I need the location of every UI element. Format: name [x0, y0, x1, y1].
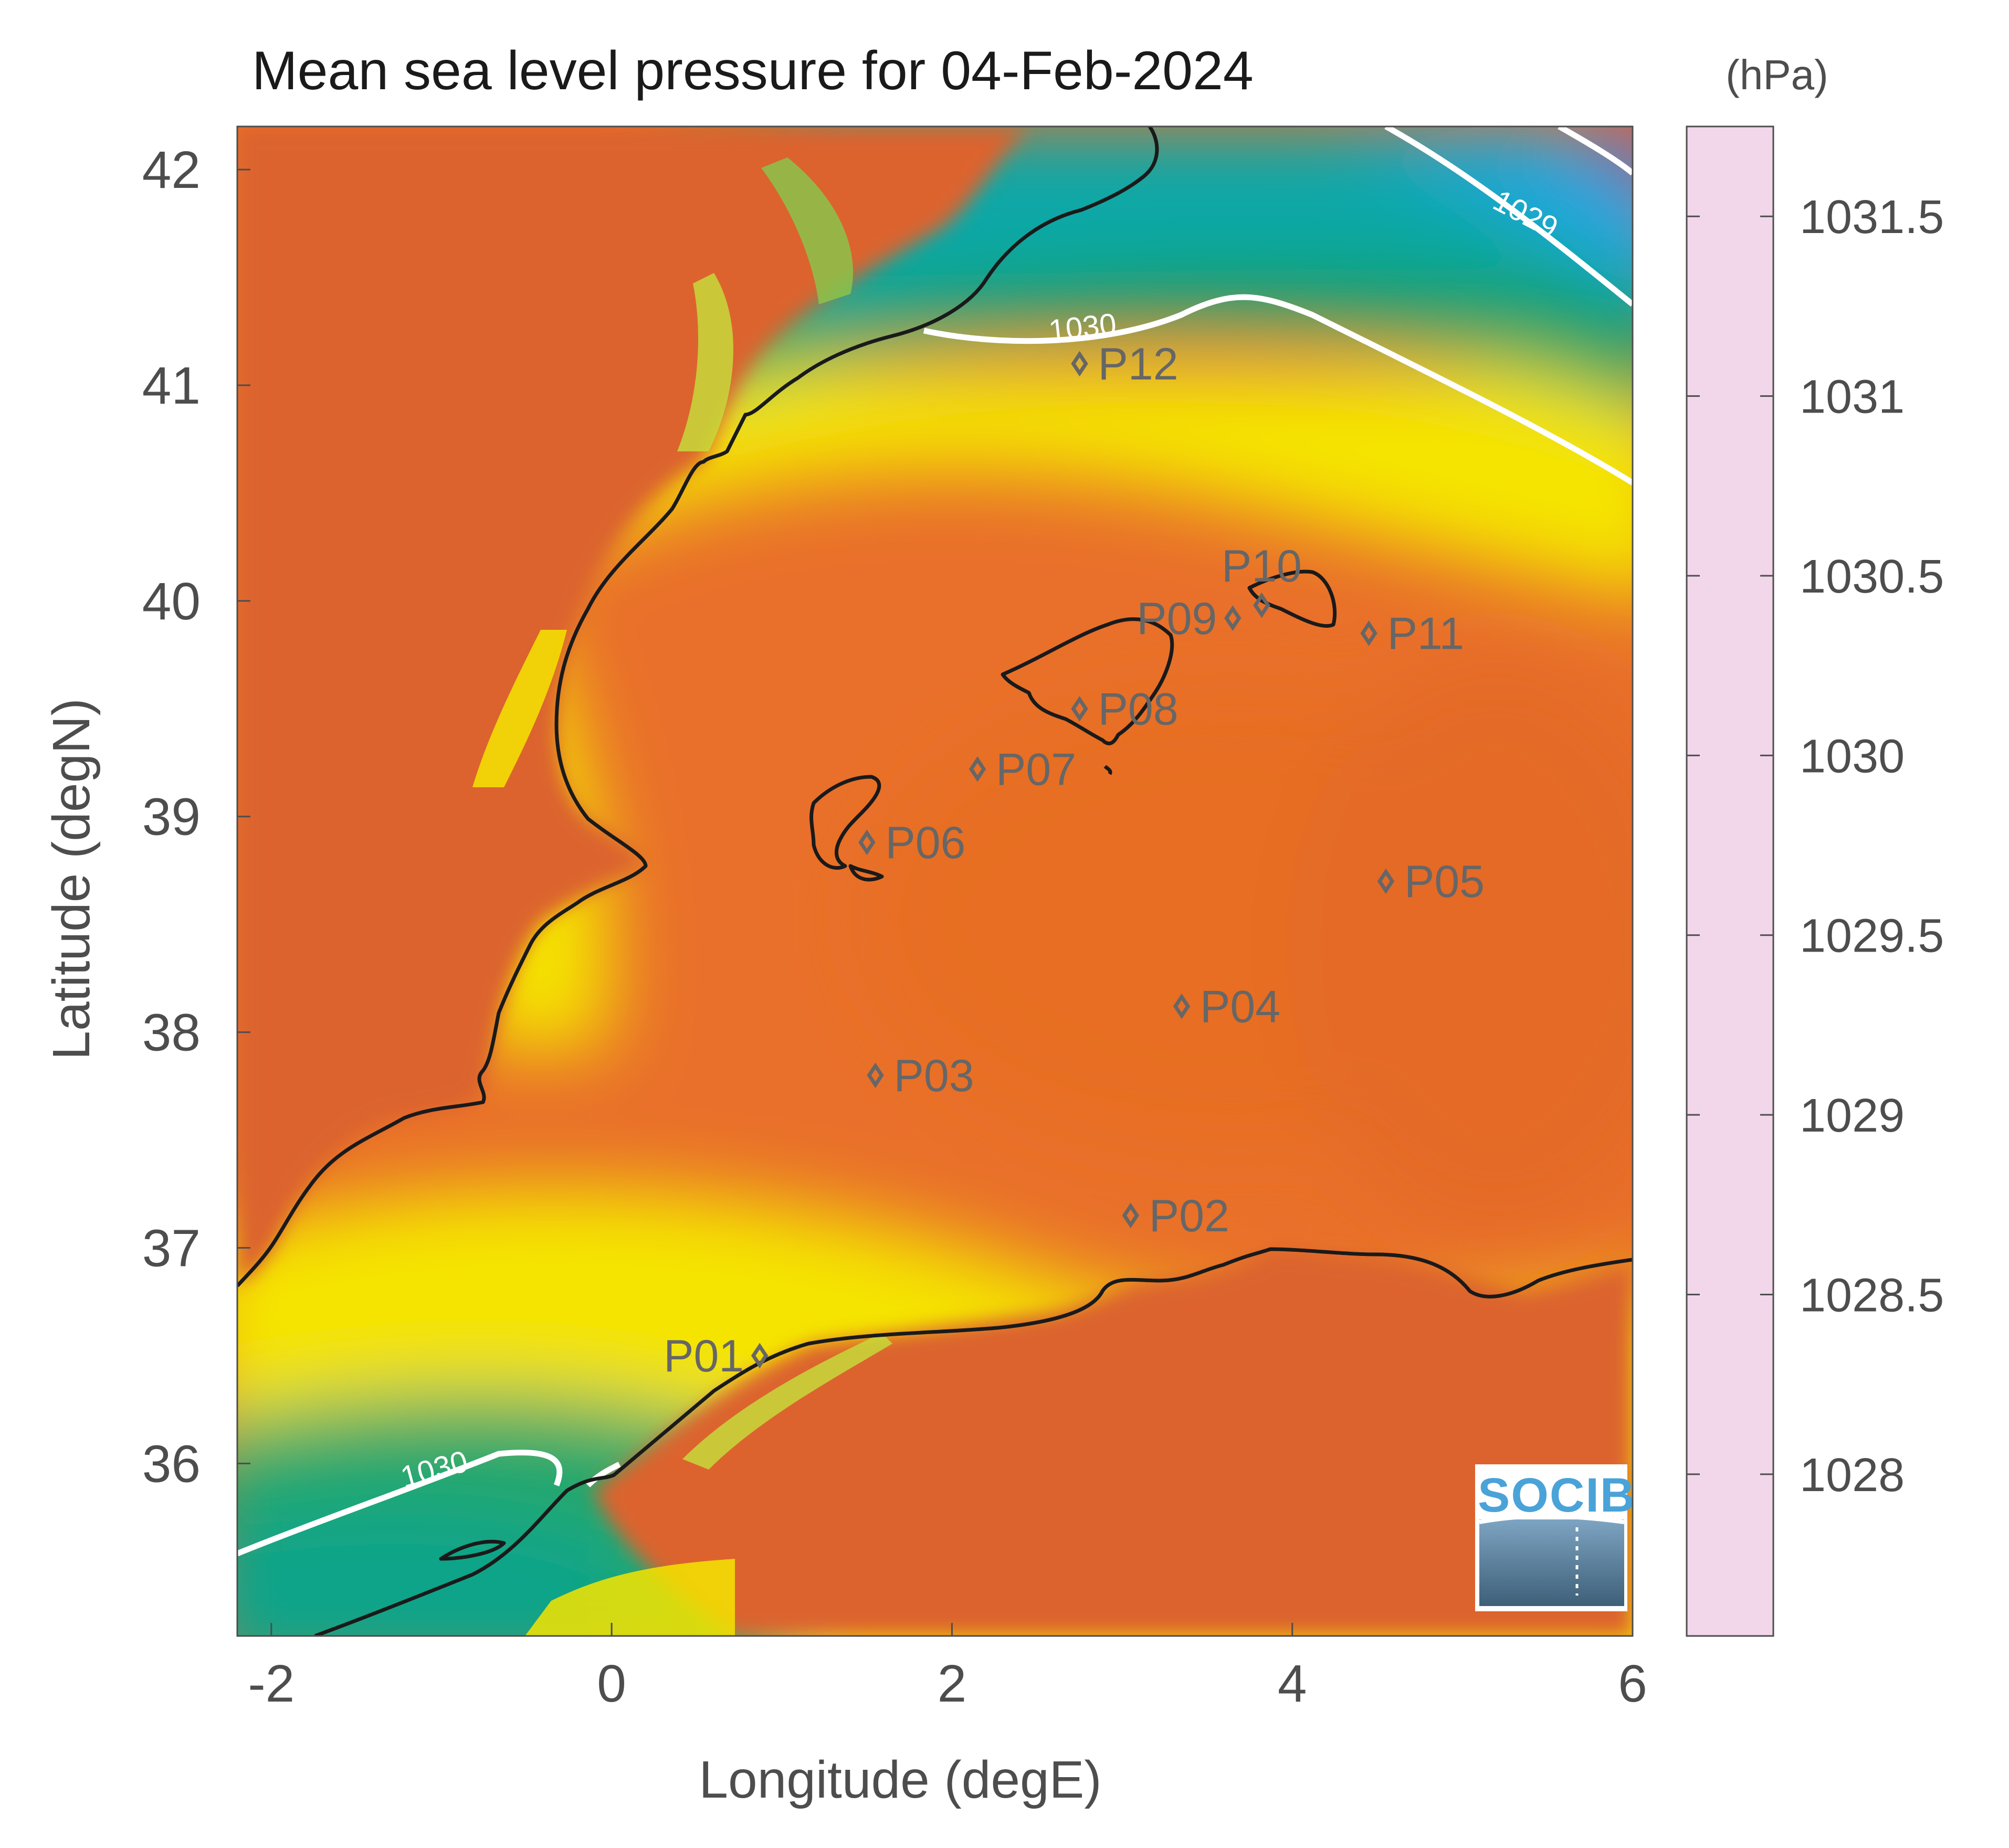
figure-title: Mean sea level pressure for 04-Feb-2024 [252, 40, 1254, 101]
isobar-1029 [1384, 126, 1633, 307]
station-marker-p12 [1071, 351, 1088, 377]
station-marker-p02 [1122, 1202, 1139, 1229]
x-axis-ticks: -2 0 2 4 6 [248, 1623, 1647, 1713]
x-tick-label: -2 [248, 1654, 294, 1713]
colorbar-tick-label: 1028 [1800, 1449, 1905, 1502]
map-panel: 1029 1030 1030 P01P02P03P04P05P06P07P08P… [237, 126, 1636, 1636]
station-label-p05: P05 [1404, 857, 1485, 907]
colorbar-scale [1686, 125, 1774, 1637]
x-axis-label: Longitude (degE) [699, 1750, 1101, 1809]
coastline-mallorca [1001, 617, 1174, 745]
isobar-1030-south [237, 1450, 563, 1557]
y-tick-label: 37 [142, 1219, 201, 1277]
x-tick-label: 0 [597, 1654, 626, 1713]
isobar-1030-south-b [586, 1462, 621, 1487]
colorbar-tick-label: 1031 [1800, 371, 1905, 424]
station-marker-p08 [1071, 696, 1088, 722]
y-tick-label: 41 [142, 356, 201, 415]
coastline-alboran-cape [439, 1539, 506, 1561]
y-tick-label: 40 [142, 572, 201, 631]
x-tick-label: 2 [938, 1654, 967, 1713]
coastline-cabrera [1103, 765, 1112, 775]
station-marker-p06 [858, 829, 876, 856]
isobar-1030-north [923, 294, 1633, 485]
station-label-p03: P03 [894, 1051, 974, 1101]
station-label-p08: P08 [1098, 684, 1179, 734]
colorbar-ticks: 1031.5 1031 1030.5 1030 1029.5 1029 1028.5 1028 [1687, 191, 1944, 1502]
station-marker-p11 [1360, 620, 1377, 646]
colorbar-tick-label: 1030.5 [1800, 551, 1944, 603]
y-tick-label: 42 [142, 141, 201, 199]
coastline-menorca [1247, 569, 1337, 628]
y-tick-label: 36 [142, 1434, 201, 1493]
station-marker-p01 [751, 1343, 769, 1369]
colorbar-tick-label: 1031.5 [1800, 191, 1944, 244]
station-marker-p09 [1224, 605, 1242, 631]
x-tick-label: 6 [1618, 1654, 1647, 1713]
station-marker-p10 [1253, 592, 1270, 618]
station-label-p06: P06 [885, 818, 965, 868]
colorbar: (hPa) 1031.5 1031 1030.5 1030 1029.5 1029 1028… [1686, 51, 1944, 1637]
coastline-ibiza [809, 775, 881, 870]
station-label-p04: P04 [1200, 981, 1280, 1032]
station-label-p02: P02 [1149, 1191, 1229, 1241]
station-label-p07: P07 [996, 744, 1076, 795]
station-label-p11: P11 [1387, 609, 1465, 659]
coastline-iberia [237, 126, 1159, 1287]
colorbar-tick-label: 1030 [1800, 730, 1905, 783]
y-tick-label: 39 [142, 788, 201, 847]
station-marker-p03 [867, 1062, 884, 1089]
station-label-p01: P01 [664, 1331, 744, 1381]
coastline-north-africa [314, 1247, 1633, 1636]
coastlines [237, 126, 1633, 1636]
station-label-p10: P10 [1222, 541, 1302, 592]
colorbar-unit: (hPa) [1726, 51, 1828, 98]
station-label-p09: P09 [1137, 594, 1217, 644]
y-axis-ticks: 42 41 40 39 38 37 36 [142, 141, 250, 1493]
station-marker-p07 [969, 756, 986, 782]
station-label-p12: P12 [1098, 339, 1179, 389]
x-tick-label: 4 [1278, 1654, 1307, 1713]
colorbar-tick-label: 1029 [1800, 1090, 1905, 1142]
map-frame [236, 125, 1634, 1637]
logo-text: SOCIB [1478, 1469, 1636, 1522]
colorbar-tick-label: 1029.5 [1800, 910, 1944, 963]
contour-label-1030-north: 1030 [1047, 307, 1118, 348]
station-marker-p05 [1377, 868, 1395, 894]
colorbar-tick-label: 1028.5 [1800, 1269, 1944, 1322]
coastal-terrain [472, 157, 892, 1636]
coastline-formentera [848, 864, 884, 882]
logo-wave-graphic [1479, 1519, 1624, 1606]
socib-logo: SOCIB [1475, 1464, 1636, 1611]
y-axis-label: Latitude (degN) [42, 698, 101, 1060]
y-tick-label: 38 [142, 1004, 201, 1062]
isobar-1028-5 [1558, 126, 1633, 176]
station-marker-p04 [1173, 993, 1191, 1019]
isobar-contours [237, 126, 1633, 1557]
land-areas [237, 126, 1633, 1636]
